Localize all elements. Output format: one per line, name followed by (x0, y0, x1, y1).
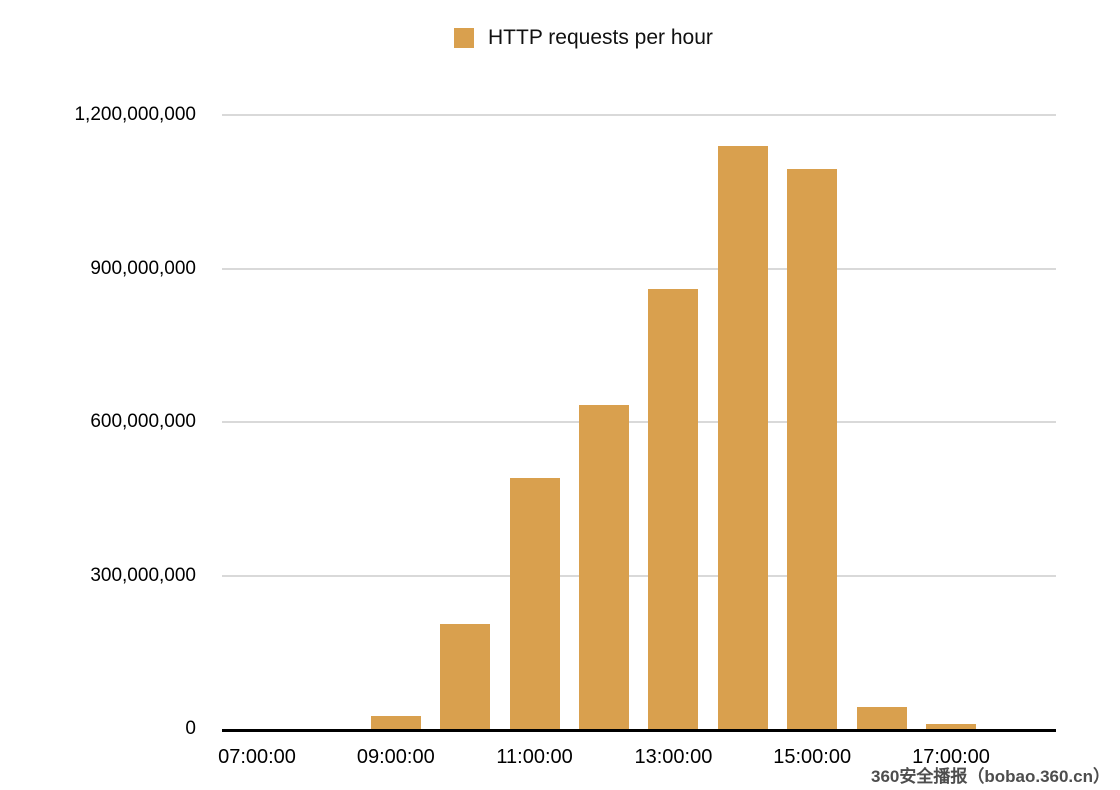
gridline (222, 421, 1056, 423)
y-axis-tick-label: 600,000,000 (90, 411, 196, 432)
y-axis-tick-label: 900,000,000 (90, 257, 196, 279)
gridline (222, 574, 1056, 577)
watermark: 360安全播报（bobao.360.cn） (870, 767, 1110, 786)
x-axis-tick-label: 07:00:00 (218, 746, 296, 768)
gridline (222, 114, 1056, 116)
bar-13:00:00 (648, 289, 698, 729)
x-axis-tick-label: 17:00:00 (912, 746, 990, 768)
gridline (222, 267, 1056, 270)
bar-14:00:00 (718, 146, 768, 729)
x-axis-tick-label: 11:00:00 (496, 746, 573, 768)
bar-11:00:00 (510, 478, 560, 729)
legend-label: HTTP requests per hour (488, 26, 713, 49)
bar-12:00:00 (579, 405, 629, 729)
x-axis-line (222, 729, 1056, 732)
x-axis-tick-label: 09:00:00 (356, 746, 435, 768)
legend-item[interactable]: HTTP requests per hour (454, 26, 713, 50)
bar-17:00:00 (926, 724, 976, 729)
y-axis-tick-label: 300,000,000 (90, 564, 196, 586)
x-axis-tick-label: 15:00:00 (773, 746, 852, 768)
x-axis-tick-label: 13:00:00 (634, 746, 713, 768)
bar-15:00:00 (787, 169, 837, 729)
legend-swatch (454, 28, 474, 48)
y-axis-tick-label: 1,200,000,000 (74, 104, 196, 125)
bar-10:00:00 (440, 624, 490, 729)
bar-16:00:00 (857, 707, 907, 729)
y-axis-tick-label: 0 (185, 718, 196, 739)
bar-09:00:00 (371, 716, 421, 729)
